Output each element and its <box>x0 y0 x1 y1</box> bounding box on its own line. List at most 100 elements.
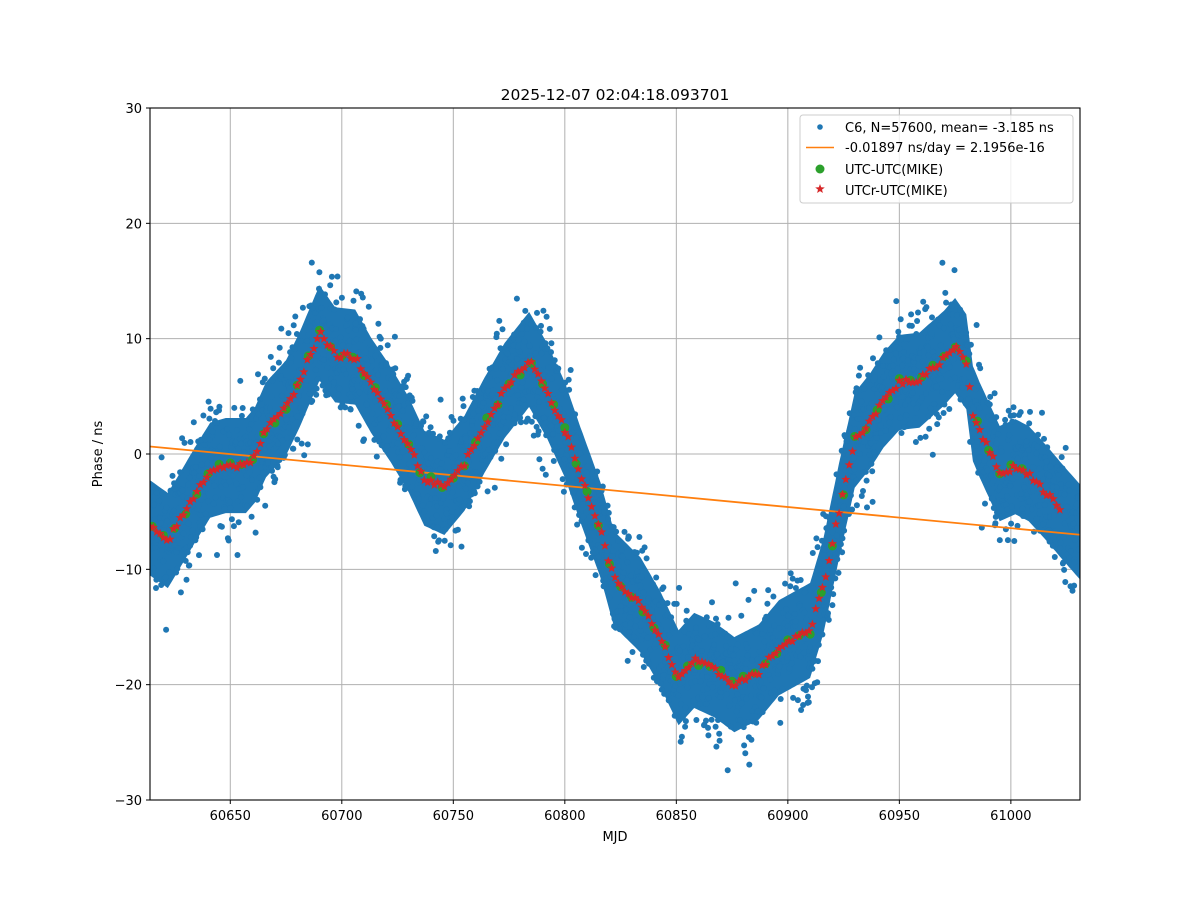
series-c6-dots <box>150 259 1080 774</box>
utcr-point <box>824 555 834 565</box>
c6-point <box>1036 510 1043 517</box>
c6-point <box>445 435 452 442</box>
c6-point <box>336 385 343 392</box>
c6-point <box>382 387 389 394</box>
c6-point <box>648 607 655 614</box>
c6-point <box>788 660 795 667</box>
c6-point <box>402 384 409 391</box>
c6-point <box>1003 501 1010 508</box>
c6-point <box>597 544 603 551</box>
c6-point <box>1033 450 1040 457</box>
utcr-point <box>483 417 493 426</box>
utcr-point <box>566 442 577 451</box>
x-tick-label: 61000 <box>990 809 1031 824</box>
c6-point <box>668 614 675 621</box>
c6-point <box>1004 506 1011 513</box>
utcr-point <box>556 415 566 424</box>
c6-point <box>915 355 922 362</box>
c6-point <box>548 340 555 347</box>
c6-point <box>517 414 524 421</box>
utcr-point <box>150 522 158 532</box>
c6-point <box>907 371 914 378</box>
utcr-point <box>941 350 951 360</box>
c6-point <box>195 502 202 509</box>
c6-point <box>931 353 938 360</box>
c6-point <box>621 613 628 620</box>
c6-point <box>712 631 719 638</box>
c6-point <box>774 658 780 665</box>
c6-point <box>880 362 887 369</box>
c6-point <box>1002 422 1009 428</box>
c6-point <box>921 363 928 370</box>
c6-point <box>901 424 908 431</box>
c6-point <box>471 490 478 497</box>
utcr-point <box>516 365 526 375</box>
c6-point <box>430 430 436 437</box>
utcr-point <box>864 416 874 426</box>
c6-point <box>665 697 672 704</box>
c6-point <box>271 374 278 380</box>
c6-point <box>482 450 489 457</box>
c6-point <box>988 416 995 423</box>
c6-point <box>719 684 726 691</box>
c6-point <box>986 401 993 408</box>
legend-frame <box>799 114 1074 204</box>
utcr-point <box>637 602 647 612</box>
c6-point <box>599 483 606 490</box>
c6-point <box>941 325 947 332</box>
utcr-point <box>225 460 235 469</box>
c6-point <box>961 375 968 382</box>
c6-point <box>603 569 610 576</box>
c6-point <box>619 553 626 560</box>
c6-point <box>1030 464 1037 471</box>
c6-point <box>792 585 799 591</box>
c6-point <box>731 669 738 676</box>
utcr-point <box>814 593 824 603</box>
c6-point <box>990 477 997 484</box>
c6-point <box>616 618 623 625</box>
c6-point <box>693 645 700 652</box>
utcr-point <box>1005 467 1015 476</box>
c6-point <box>866 432 873 439</box>
c6-point <box>206 481 212 488</box>
c6-point <box>807 644 813 651</box>
utcr-point <box>476 428 486 437</box>
c6-point <box>256 474 263 481</box>
c6-point <box>742 666 749 672</box>
c6-point <box>626 614 633 621</box>
c6-point <box>538 350 545 357</box>
c6-point <box>281 452 288 458</box>
c6-point <box>434 503 440 510</box>
c6-point <box>238 412 245 419</box>
x-tick-label: 60800 <box>544 809 585 824</box>
c6-point <box>929 314 935 321</box>
utcr-point <box>881 392 891 401</box>
c6-point <box>493 365 499 372</box>
c6-point <box>153 490 160 496</box>
c6-point <box>715 717 721 723</box>
c6-point <box>257 396 263 403</box>
c6-point <box>260 470 267 476</box>
c6-point <box>252 529 259 536</box>
c6-point <box>500 418 507 425</box>
c6-point <box>643 555 650 562</box>
c6-point <box>520 396 527 403</box>
c6-point <box>286 385 293 392</box>
c6-point <box>915 309 921 316</box>
legend-utcr-label: UTCr-UTC(MIKE) <box>845 184 948 199</box>
c6-point <box>894 404 901 411</box>
c6-point <box>921 329 928 336</box>
c6-point <box>491 484 498 491</box>
c6-point <box>524 325 530 332</box>
c6-point <box>868 440 874 447</box>
c6-point <box>278 392 285 399</box>
c6-point <box>1036 465 1043 472</box>
c6-point <box>496 317 503 324</box>
c6-point <box>541 414 548 421</box>
c6-point <box>442 526 449 533</box>
c6-point <box>555 427 562 434</box>
c6-point <box>375 371 381 378</box>
c6-point <box>1062 444 1069 451</box>
c6-point <box>759 631 766 637</box>
c6-point <box>496 430 503 437</box>
